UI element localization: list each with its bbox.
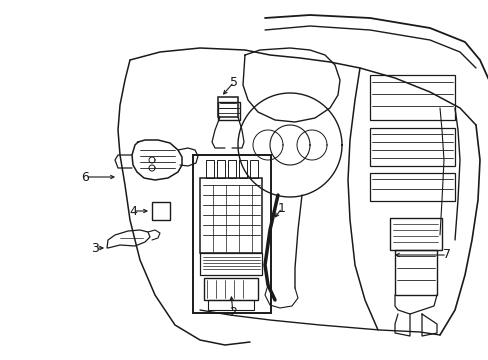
Bar: [207, 300, 253, 310]
Bar: [218, 97, 238, 117]
Bar: [203, 278, 258, 300]
Bar: [239, 160, 246, 178]
Text: 2: 2: [228, 306, 237, 320]
Bar: [394, 250, 436, 295]
Bar: [152, 202, 170, 220]
Text: 3: 3: [91, 242, 99, 255]
Bar: [389, 218, 441, 250]
Bar: [218, 102, 240, 120]
Bar: [193, 155, 270, 313]
Bar: [217, 160, 224, 178]
Text: 5: 5: [229, 76, 238, 89]
Bar: [369, 173, 454, 201]
Bar: [205, 160, 214, 178]
Text: 6: 6: [81, 171, 89, 184]
Bar: [200, 178, 262, 253]
Bar: [227, 160, 236, 178]
Text: 7: 7: [442, 248, 450, 261]
Bar: [249, 160, 258, 178]
Text: 1: 1: [278, 202, 285, 215]
Bar: [369, 75, 454, 120]
Bar: [369, 128, 454, 166]
Text: 4: 4: [129, 204, 137, 217]
Bar: [200, 253, 262, 275]
